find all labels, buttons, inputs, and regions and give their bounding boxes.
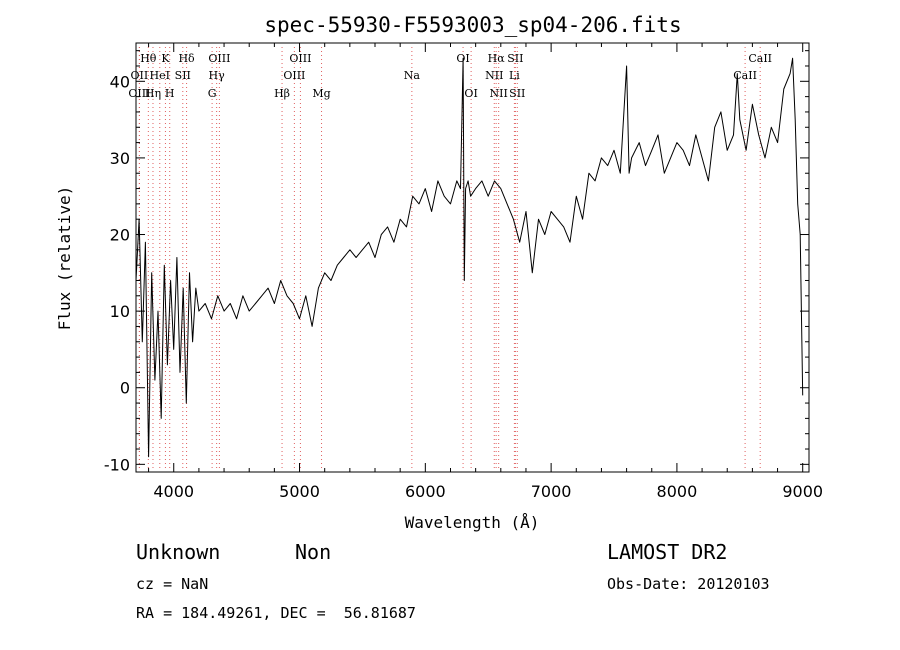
spectral-line-label: NII bbox=[490, 87, 508, 100]
x-tick-label: 4000 bbox=[153, 482, 194, 501]
spectral-line-label: Hη bbox=[145, 87, 161, 100]
spectral-line-label: CaII bbox=[733, 69, 757, 82]
x-tick-label: 6000 bbox=[405, 482, 446, 501]
y-tick-label: 30 bbox=[110, 149, 130, 168]
spectral-line-label: Hβ bbox=[274, 87, 290, 100]
object-class: Unknown bbox=[136, 540, 221, 564]
spectral-line-label: Hδ bbox=[178, 52, 195, 65]
y-tick-label: -10 bbox=[104, 455, 130, 474]
spectral-line-markers bbox=[138, 47, 761, 470]
spectral-line-label: Hα bbox=[488, 52, 506, 65]
spectral-line-label: H bbox=[165, 87, 175, 100]
spectral-line-label: Mg bbox=[312, 87, 330, 100]
x-tick-label: 7000 bbox=[531, 482, 572, 501]
spectral-line-label: Li bbox=[509, 69, 520, 82]
spectral-line-label: OII bbox=[131, 69, 149, 82]
redshift-cz: cz = NaN bbox=[136, 575, 209, 593]
tick-labels: 4000 5000 6000 7000 8000 9000 -10 0 10 20 30 40 bbox=[104, 72, 823, 501]
x-axis-label: Wavelength (Å) bbox=[405, 513, 540, 532]
chart-title: spec-55930-F5593003_sp04-206.fits bbox=[264, 13, 681, 37]
y-axis-label: Flux (relative) bbox=[55, 186, 74, 331]
spectral-line-label: OI bbox=[464, 87, 477, 100]
y-tick-label: 20 bbox=[110, 226, 130, 245]
x-tick-label: 9000 bbox=[782, 482, 823, 501]
y-tick-label: 0 bbox=[120, 379, 130, 398]
spectral-line-label: Hθ bbox=[140, 52, 157, 65]
spectral-line-label: G bbox=[208, 87, 217, 100]
survey-name: LAMOST DR2 bbox=[607, 540, 728, 564]
object-subclass: Non bbox=[295, 540, 332, 564]
observation-date: Obs-Date: 20120103 bbox=[607, 575, 770, 593]
spectral-line-label: Hγ bbox=[209, 69, 226, 82]
spectral-line-label: OIII bbox=[128, 87, 150, 100]
spectral-line-label: OIII bbox=[283, 69, 305, 82]
spectral-line-label: CaII bbox=[748, 52, 772, 65]
plot-frame bbox=[135, 42, 810, 473]
spectral-line-label: SII bbox=[509, 87, 525, 100]
series-layer bbox=[135, 57, 804, 458]
y-tick-label: 10 bbox=[110, 302, 130, 321]
spectral-line-label: K bbox=[161, 52, 170, 65]
spectral-line-label: OI bbox=[456, 52, 469, 65]
spectral-line-label: SII bbox=[507, 52, 523, 65]
series-line-0 bbox=[135, 57, 804, 458]
axis-ticks bbox=[136, 43, 809, 472]
spectral-line-label: NII bbox=[485, 69, 503, 82]
spectral-line-label: HeI bbox=[150, 69, 170, 82]
spectral-line-label: OIII bbox=[289, 52, 311, 65]
spectral-line-label: SII bbox=[175, 69, 191, 82]
x-tick-label: 8000 bbox=[657, 482, 698, 501]
y-tick-label: 40 bbox=[110, 72, 130, 91]
coordinates: RA = 184.49261, DEC = 56.81687 bbox=[136, 604, 416, 622]
spectral-line-label: Na bbox=[404, 69, 421, 82]
x-tick-label: 5000 bbox=[279, 482, 320, 501]
spectral-line-label: OIII bbox=[208, 52, 230, 65]
